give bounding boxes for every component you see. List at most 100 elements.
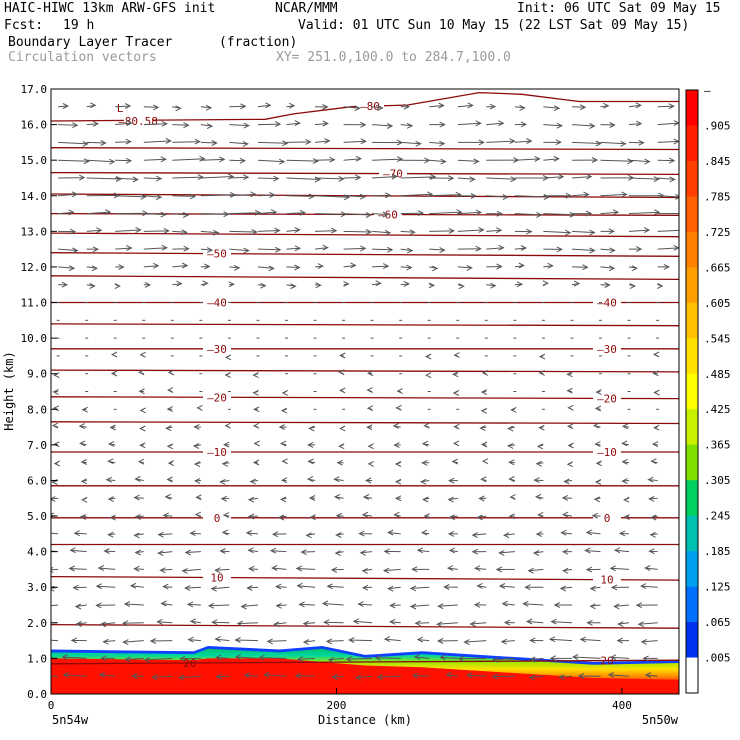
- wind-vector: [95, 583, 116, 590]
- wind-vector: [457, 176, 476, 183]
- wind-vector: [286, 102, 296, 109]
- wind-vector: [429, 227, 455, 234]
- wind-vector: [221, 460, 230, 467]
- wind-vector: [86, 120, 100, 127]
- wind-vector: [639, 583, 658, 590]
- wind-vector: [429, 102, 445, 109]
- colorbar-swatch: [686, 515, 698, 552]
- wind-vector: [657, 138, 679, 145]
- org-label: NCAR/MMM: [275, 1, 338, 16]
- wind-vector: [200, 229, 220, 236]
- wind-vector: [219, 478, 230, 485]
- colorbar-label: .785: [704, 190, 731, 203]
- wind-vector: [307, 458, 316, 465]
- wind-vector: [451, 458, 458, 465]
- wind-vector: [657, 283, 664, 289]
- wind-vector: [224, 372, 231, 378]
- wind-vector: [58, 191, 79, 198]
- wind-vector: [86, 227, 103, 234]
- wind-vector: [352, 618, 373, 625]
- wind-vector: [72, 584, 87, 591]
- wind-vector: [623, 514, 630, 521]
- wind-vector: [210, 585, 230, 592]
- wind-vector: [281, 458, 288, 465]
- wind-vector: [372, 156, 404, 163]
- isotherm-label-bg: [203, 446, 231, 458]
- wind-vector: [486, 176, 517, 183]
- wind-vector: [248, 565, 259, 572]
- isotherm-line: [51, 623, 679, 629]
- isotherm-label-bg: [593, 446, 621, 458]
- wind-vector: [394, 461, 402, 467]
- wind-vector: [361, 511, 373, 518]
- wind-vector: [200, 123, 214, 130]
- wind-vector: [657, 120, 679, 127]
- wind-vector: [400, 103, 411, 110]
- wind-vector: [109, 424, 116, 431]
- wind-vector: [448, 477, 458, 484]
- wind-vector: [200, 211, 230, 218]
- colorbar-swatch: [686, 586, 698, 623]
- isotherm-label-bg: [203, 296, 231, 309]
- wind-vector: [436, 621, 458, 628]
- wind-vector: [628, 102, 642, 109]
- wind-vector: [594, 479, 602, 485]
- wind-vector: [389, 602, 401, 609]
- isotherm-label-bg: [379, 167, 407, 180]
- wind-vector: [457, 158, 480, 165]
- wind-vector: [543, 105, 561, 112]
- wind-vector: [528, 674, 544, 681]
- wind-vector: [372, 280, 382, 287]
- wind-vector: [343, 138, 367, 145]
- wind-vector: [286, 138, 312, 145]
- wind-vector: [457, 120, 482, 127]
- wind-vector: [600, 102, 610, 109]
- wind-vector: [75, 621, 87, 627]
- wind-vector: [257, 121, 282, 128]
- isotherm-label: –80: [360, 100, 380, 113]
- colorbar-swatch: [686, 657, 698, 694]
- wind-vector: [549, 655, 573, 662]
- wind-vector: [651, 441, 659, 448]
- field-name: Boundary Layer Tracer: [8, 35, 173, 50]
- wind-vector: [252, 459, 260, 466]
- y-tick-label: 16.0: [21, 119, 48, 132]
- wind-vector: [165, 425, 173, 432]
- wind-vector: [314, 175, 345, 182]
- colorbar-label: .005: [704, 652, 731, 665]
- wind-vector: [563, 478, 573, 485]
- isotherm-line: [51, 171, 679, 176]
- wind-vector: [156, 618, 173, 625]
- wind-vector: [58, 209, 75, 216]
- wind-vector: [400, 173, 437, 180]
- wind-vector: [439, 654, 458, 661]
- wind-vector: [429, 121, 446, 128]
- wind-vector: [247, 547, 259, 554]
- y-tick-label: 15.0: [21, 154, 48, 167]
- wind-vector: [308, 495, 316, 501]
- wind-vector: [577, 673, 601, 679]
- wind-vector: [80, 459, 87, 465]
- wind-vector: [172, 212, 190, 218]
- wind-vector: [457, 226, 485, 233]
- wind-vector: [314, 104, 329, 110]
- wind-vector: [314, 244, 329, 251]
- wind-vector: [617, 621, 630, 628]
- wind-vector: [189, 530, 201, 537]
- isotherm-line: [51, 252, 679, 257]
- wind-vector: [538, 353, 546, 360]
- wind-vector: [623, 496, 630, 503]
- wind-vector: [138, 369, 145, 376]
- wind-vector: [139, 442, 146, 449]
- wind-vector: [571, 123, 596, 129]
- wind-vector: [387, 585, 401, 592]
- wind-vector: [327, 656, 344, 663]
- wind-vector: [53, 441, 60, 448]
- wind-vector: [600, 174, 635, 181]
- wind-vector: [177, 674, 201, 681]
- colorbar-swatch: [686, 622, 698, 659]
- wind-vector: [234, 653, 259, 660]
- wind-vector: [457, 283, 465, 290]
- wind-vector: [107, 496, 116, 503]
- wind-vector: [366, 387, 373, 394]
